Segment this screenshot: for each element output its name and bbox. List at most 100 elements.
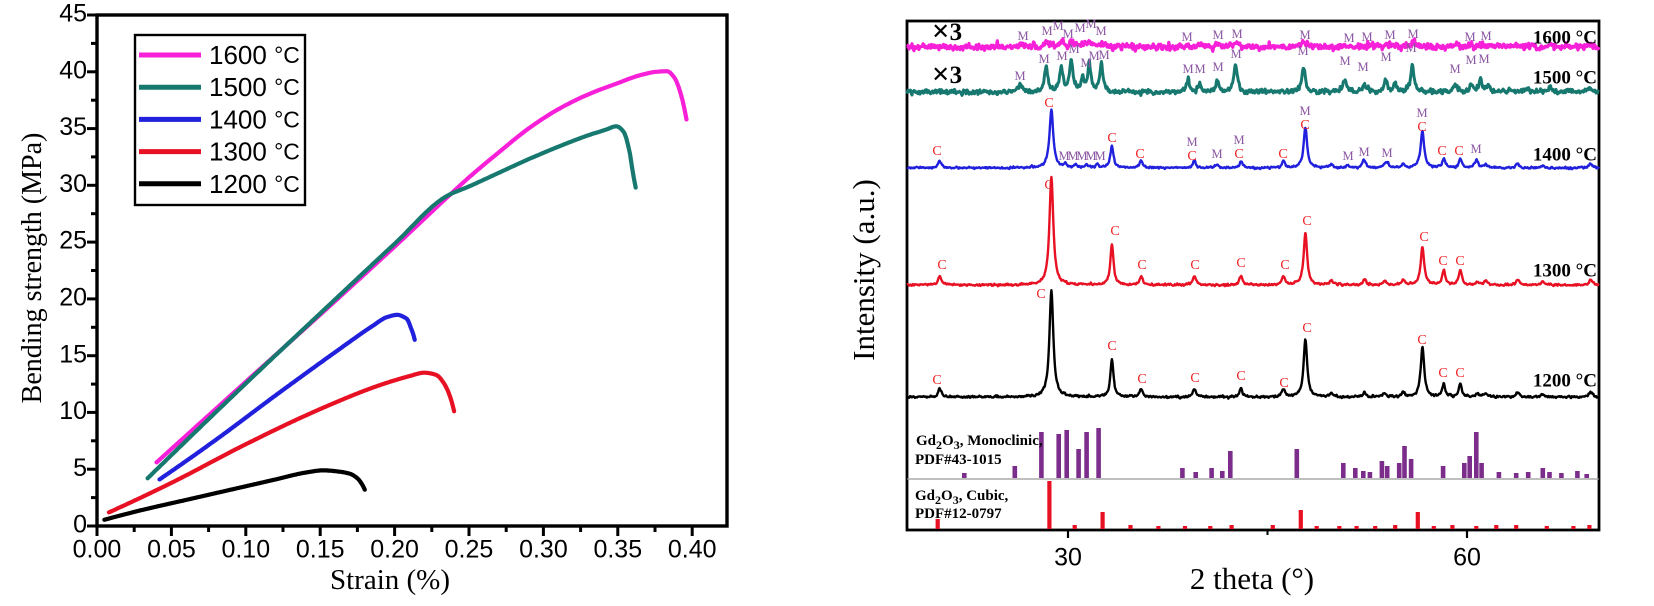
svg-text:1600 °C: 1600 °C — [209, 40, 300, 70]
svg-text:C: C — [937, 258, 946, 273]
svg-text:C: C — [1417, 120, 1426, 135]
svg-text:45: 45 — [59, 0, 87, 28]
svg-text:1500 °C: 1500 °C — [209, 72, 300, 102]
svg-text:C: C — [1454, 144, 1463, 159]
svg-text:1600 °C: 1600 °C — [1533, 27, 1597, 48]
svg-text:1200 °C: 1200 °C — [209, 169, 300, 199]
svg-text:×3: ×3 — [932, 13, 962, 48]
svg-text:M: M — [1080, 56, 1091, 70]
svg-text:M: M — [1233, 133, 1244, 147]
svg-text:1200 °C: 1200 °C — [1533, 370, 1597, 391]
svg-text:M: M — [1194, 62, 1205, 76]
svg-text:M: M — [1211, 147, 1222, 161]
svg-text:Intensity (a.u.): Intensity (a.u.) — [846, 179, 881, 361]
svg-text:C: C — [1234, 147, 1243, 162]
svg-text:M: M — [1449, 62, 1460, 76]
svg-text:M: M — [1212, 28, 1223, 42]
svg-text:C: C — [1302, 321, 1311, 336]
svg-text:M: M — [1464, 30, 1475, 44]
svg-text:M: M — [1085, 17, 1096, 31]
svg-text:M: M — [1342, 149, 1353, 163]
svg-text:M: M — [1067, 149, 1078, 163]
svg-text:M: M — [1098, 48, 1109, 62]
svg-text:C: C — [1302, 214, 1311, 229]
svg-text:0.15: 0.15 — [296, 536, 345, 564]
svg-text:0.35: 0.35 — [593, 536, 642, 564]
svg-text:M: M — [1212, 60, 1223, 74]
svg-text:M: M — [1339, 54, 1350, 68]
svg-text:M: M — [1358, 145, 1369, 159]
svg-text:1500 °C: 1500 °C — [1533, 67, 1597, 88]
svg-text:C: C — [1236, 369, 1245, 384]
svg-text:30: 30 — [1054, 544, 1082, 572]
svg-text:60: 60 — [1453, 544, 1481, 572]
svg-text:M: M — [1085, 149, 1096, 163]
svg-text:M: M — [1470, 142, 1481, 156]
svg-text:40: 40 — [59, 56, 87, 84]
svg-text:M: M — [1095, 24, 1106, 38]
svg-text:C: C — [1107, 131, 1116, 146]
svg-text:C: C — [1107, 339, 1116, 354]
svg-text:C: C — [1036, 287, 1045, 302]
svg-text:M: M — [1480, 29, 1491, 43]
svg-text:M: M — [1076, 149, 1087, 163]
svg-text:C: C — [1455, 366, 1464, 381]
svg-text:M: M — [1380, 50, 1391, 64]
svg-text:M: M — [1357, 60, 1368, 74]
svg-text:1300 °C: 1300 °C — [1533, 260, 1597, 281]
svg-text:C: C — [1417, 333, 1426, 348]
svg-text:M: M — [1416, 106, 1427, 120]
svg-text:C: C — [1279, 376, 1288, 391]
svg-text:C: C — [1044, 178, 1053, 193]
svg-text:C: C — [1190, 258, 1199, 273]
svg-text:C: C — [1190, 371, 1199, 386]
svg-text:C: C — [1438, 254, 1447, 269]
svg-text:M: M — [1017, 29, 1028, 43]
svg-text:M: M — [1056, 49, 1067, 63]
svg-text:M: M — [1014, 69, 1025, 83]
svg-text:0.10: 0.10 — [221, 536, 270, 564]
svg-text:C: C — [1437, 144, 1446, 159]
svg-text:0.05: 0.05 — [147, 536, 196, 564]
svg-text:Bending strength (MPa): Bending strength (MPa) — [17, 133, 48, 404]
svg-text:1400 °C: 1400 °C — [209, 104, 300, 134]
svg-text:M: M — [1088, 49, 1099, 63]
svg-text:M: M — [1299, 28, 1310, 42]
svg-text:M: M — [1230, 47, 1241, 61]
svg-text:M: M — [1052, 19, 1063, 33]
svg-text:C: C — [1044, 96, 1053, 111]
svg-text:0.25: 0.25 — [445, 536, 494, 564]
svg-text:M: M — [1478, 52, 1489, 66]
svg-text:0: 0 — [73, 511, 87, 539]
svg-text:M: M — [1231, 27, 1242, 41]
svg-text:M: M — [1094, 149, 1105, 163]
svg-text:2 theta (°): 2 theta (°) — [1190, 561, 1314, 596]
svg-text:M: M — [1062, 27, 1073, 41]
svg-text:Gd2O3, Cubic,: Gd2O3, Cubic, — [915, 488, 1009, 507]
svg-text:Gd2O3, Monoclinic,: Gd2O3, Monoclinic, — [916, 433, 1043, 452]
svg-text:PDF#43-1015: PDF#43-1015 — [915, 452, 1002, 468]
svg-text:0.40: 0.40 — [668, 536, 717, 564]
svg-text:C: C — [932, 144, 941, 159]
svg-text:15: 15 — [59, 340, 87, 368]
svg-text:C: C — [1236, 256, 1245, 271]
svg-text:C: C — [1300, 118, 1309, 133]
svg-text:×3: ×3 — [932, 56, 962, 91]
svg-text:M: M — [1058, 149, 1069, 163]
svg-text:M: M — [1041, 24, 1052, 38]
svg-text:C: C — [1187, 149, 1196, 164]
svg-text:C: C — [1438, 366, 1447, 381]
svg-text:C: C — [1280, 258, 1289, 273]
svg-text:M: M — [1343, 31, 1354, 45]
svg-text:20: 20 — [59, 284, 87, 312]
svg-text:C: C — [1137, 372, 1146, 387]
svg-text:C: C — [1110, 224, 1119, 239]
svg-text:0.20: 0.20 — [370, 536, 419, 564]
svg-text:M: M — [1361, 30, 1372, 44]
svg-text:C: C — [932, 373, 941, 388]
svg-text:C: C — [1455, 254, 1464, 269]
svg-text:M: M — [1381, 146, 1392, 160]
svg-text:PDF#12-0797: PDF#12-0797 — [915, 506, 1002, 522]
svg-text:M: M — [1384, 28, 1395, 42]
svg-text:1300 °C: 1300 °C — [209, 137, 300, 167]
